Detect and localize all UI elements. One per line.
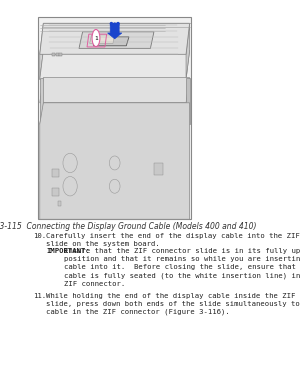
- Bar: [52, 188, 58, 196]
- Polygon shape: [93, 37, 129, 46]
- Polygon shape: [186, 78, 190, 124]
- Polygon shape: [40, 78, 190, 103]
- Polygon shape: [186, 23, 190, 80]
- Bar: [59, 53, 62, 56]
- Bar: [58, 201, 61, 206]
- Text: Carefully insert the end of the display cable into the ZIF connector
slide on th: Carefully insert the end of the display …: [46, 233, 300, 247]
- Bar: [52, 169, 58, 177]
- Polygon shape: [79, 32, 154, 48]
- Polygon shape: [40, 23, 43, 80]
- Text: Ensure that the ZIF connector slide is in its fully upward
position and that it : Ensure that the ZIF connector slide is i…: [64, 248, 300, 287]
- Bar: [56, 53, 58, 56]
- Polygon shape: [40, 50, 190, 80]
- Bar: [154, 163, 163, 175]
- Text: 1: 1: [94, 36, 98, 40]
- Text: IMPORTANT:: IMPORTANT:: [46, 248, 90, 254]
- Text: Figure 3-115  Connecting the Display Ground Cable (Models 400 and 410): Figure 3-115 Connecting the Display Grou…: [0, 222, 256, 231]
- Polygon shape: [90, 35, 115, 43]
- Polygon shape: [40, 23, 190, 54]
- Polygon shape: [108, 23, 122, 39]
- Circle shape: [92, 29, 100, 47]
- Polygon shape: [40, 103, 190, 219]
- FancyBboxPatch shape: [38, 17, 191, 219]
- Bar: [52, 53, 55, 56]
- Polygon shape: [40, 78, 43, 124]
- Text: 10.: 10.: [34, 233, 47, 239]
- Polygon shape: [40, 103, 190, 124]
- Text: 11.: 11.: [34, 293, 47, 299]
- Text: While holding the end of the display cable inside the ZIF connector
slide, press: While holding the end of the display cab…: [46, 293, 300, 315]
